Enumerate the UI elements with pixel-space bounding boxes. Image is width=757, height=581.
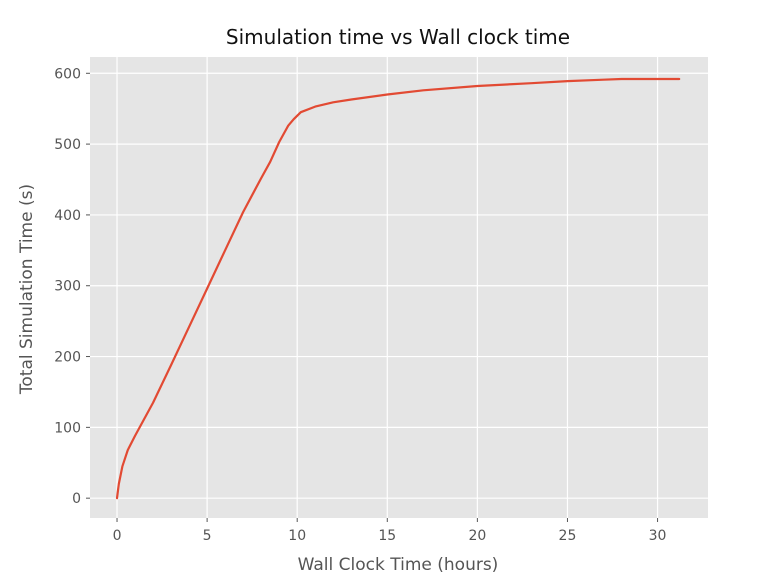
y-axis-ticks: 0 100 200 300 400 500 600 <box>54 66 90 507</box>
y-tick-label: 600 <box>54 66 81 82</box>
x-axis-ticks: 0 5 10 15 20 25 30 <box>113 518 667 544</box>
x-tick-label: 10 <box>288 528 306 544</box>
y-tick-label: 500 <box>54 137 81 153</box>
plot-area <box>90 57 708 518</box>
x-tick-label: 15 <box>378 528 396 544</box>
x-tick-label: 30 <box>649 528 667 544</box>
y-tick-label: 400 <box>54 208 81 224</box>
x-tick-label: 0 <box>113 528 122 544</box>
chart-title: Simulation time vs Wall clock time <box>226 25 570 49</box>
gridlines <box>90 57 708 518</box>
y-axis-label: Total Simulation Time (s) <box>17 184 37 395</box>
x-tick-label: 25 <box>559 528 577 544</box>
y-tick-label: 300 <box>54 279 81 295</box>
x-tick-label: 5 <box>203 528 212 544</box>
y-tick-label: 100 <box>54 420 81 436</box>
y-tick-label: 0 <box>72 491 81 507</box>
x-axis-label: Wall Clock Time (hours) <box>298 555 499 575</box>
x-tick-label: 20 <box>468 528 486 544</box>
simulation-time-line <box>115 77 681 500</box>
y-tick-label: 200 <box>54 350 81 366</box>
